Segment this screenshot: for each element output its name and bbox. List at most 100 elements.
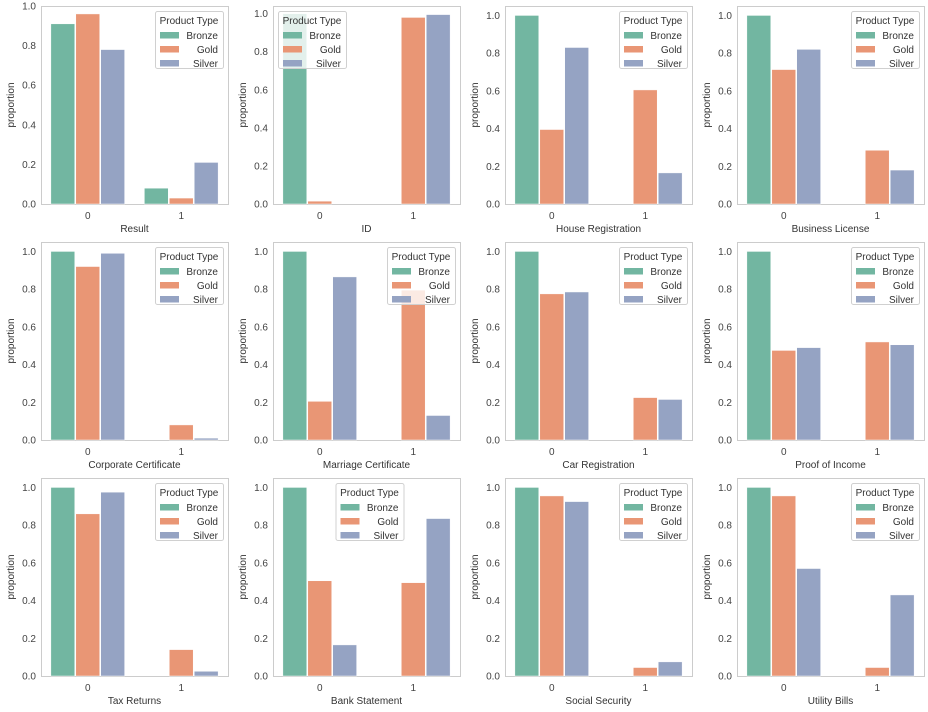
bar-silver-1 <box>657 172 683 205</box>
legend-label-gold: Gold <box>320 45 341 56</box>
legend: Product Type Bronze Gold Silver <box>619 11 688 70</box>
legend-label-gold: Gold <box>893 281 914 292</box>
y-tick-label: 0.4 <box>254 596 268 607</box>
axes-frame <box>41 242 229 441</box>
bar-bronze-0 <box>50 487 76 677</box>
y-tick-label: 0.2 <box>718 398 732 409</box>
x-tick-label: 1 <box>410 683 416 694</box>
bar-gold-1 <box>865 150 890 205</box>
legend-label-gold: Gold <box>661 45 682 56</box>
legend-label-silver: Silver <box>657 531 683 542</box>
x-tick-label: 0 <box>317 447 323 458</box>
y-tick-label: 0.0 <box>486 200 500 211</box>
y-tick-label: 0.0 <box>22 672 36 683</box>
subplot-2: 0.0 0.2 0.4 0.6 0.8 1.0 proportion 0 1 ID Product … <box>238 6 461 235</box>
y-tick-label: 0.0 <box>254 436 268 447</box>
x-tick-label: 1 <box>874 211 880 222</box>
legend-label-bronze: Bronze <box>186 31 218 42</box>
legend-swatch-silver <box>856 60 875 67</box>
legend-title: Product Type <box>283 16 342 27</box>
subplot-5: 0.0 0.2 0.4 0.6 0.8 1.0 proportion 0 1 Corporate … <box>6 242 229 471</box>
y-tick-label: 0.8 <box>22 41 36 52</box>
legend-swatch-bronze <box>340 504 360 511</box>
legend-box <box>619 11 688 69</box>
bar-silver-0 <box>332 276 357 441</box>
bar-gold-0 <box>75 266 100 441</box>
legend-title: Product Type <box>856 252 915 263</box>
legend: Product Type Bronze Gold Silver <box>619 483 688 542</box>
legend-title: Product Type <box>160 16 219 27</box>
axes-frame <box>737 478 925 677</box>
legend-swatch-bronze <box>392 268 411 275</box>
legend-swatch-bronze <box>856 268 875 275</box>
legend-box <box>155 483 224 541</box>
legend-swatch-silver <box>856 532 875 539</box>
y-tick-label: 1.0 <box>254 247 268 258</box>
bar-silver-1 <box>657 661 683 677</box>
legend-swatch-silver <box>624 532 643 539</box>
y-tick-label: 0.8 <box>22 521 36 532</box>
y-tick-label: 0.4 <box>22 120 36 131</box>
x-tick-label: 0 <box>317 683 323 694</box>
bar-gold-0 <box>771 69 796 205</box>
legend-box <box>387 247 456 305</box>
axes-frame <box>273 242 461 441</box>
bar-bronze-0 <box>514 251 540 441</box>
legend-box <box>619 483 688 541</box>
y-tick-label: 0.8 <box>718 521 732 532</box>
bar-bronze-0 <box>514 15 540 205</box>
y-tick-label: 0.4 <box>718 124 732 135</box>
legend: Product Type Bronze Gold Silver <box>278 11 347 70</box>
x-tick-label: 1 <box>642 447 648 458</box>
y-tick-label: 0.8 <box>254 521 268 532</box>
bar-gold-1 <box>633 89 658 205</box>
bar-gold-1 <box>401 289 426 441</box>
x-tick-label: 1 <box>874 447 880 458</box>
bar-silver-1 <box>889 594 915 677</box>
bar-gold-0 <box>771 350 796 441</box>
y-tick-label: 0.8 <box>486 521 500 532</box>
x-axis-label: House Registration <box>556 224 641 235</box>
bar-gold-1 <box>169 649 194 677</box>
y-tick-label: 1.0 <box>486 247 500 258</box>
x-axis-label: Utility Bills <box>808 696 854 707</box>
legend-label-silver: Silver <box>316 59 342 70</box>
y-tick-label: 1.0 <box>486 11 500 22</box>
legend-box <box>155 11 224 69</box>
legend-box <box>851 483 920 541</box>
y-axis-label: proportion <box>470 554 481 599</box>
y-tick-label: 0.4 <box>22 596 36 607</box>
subplot-12: 0.0 0.2 0.4 0.6 0.8 1.0 proportion 0 1 Utility Bi… <box>702 478 925 707</box>
y-tick-label: 0.8 <box>486 285 500 296</box>
legend-title: Product Type <box>624 488 683 499</box>
legend-title: Product Type <box>392 252 451 263</box>
y-tick-label: 0.6 <box>254 322 268 333</box>
y-tick-label: 1.0 <box>22 2 36 13</box>
bar-silver-0 <box>100 253 125 441</box>
legend-swatch-silver <box>283 60 302 67</box>
x-axis-label: Marriage Certificate <box>323 460 411 471</box>
legend-label-bronze: Bronze <box>882 31 914 42</box>
bar-gold-1 <box>865 667 890 677</box>
x-axis-label: Proof of Income <box>795 460 866 471</box>
y-tick-label: 1.0 <box>254 9 268 20</box>
bar-silver-1 <box>425 14 451 205</box>
subplot-7: 0.0 0.2 0.4 0.6 0.8 1.0 proportion 0 1 Car Regist… <box>470 242 693 471</box>
legend-swatch-silver <box>160 532 179 539</box>
y-axis-label: proportion <box>470 82 481 127</box>
legend: Product Type Bronze Gold Silver <box>851 483 920 542</box>
legend-swatch-gold <box>160 46 179 53</box>
x-tick-label: 0 <box>85 211 91 222</box>
subplot-9: 0.0 0.2 0.4 0.6 0.8 1.0 proportion 0 1 Tax Return… <box>6 478 229 707</box>
y-tick-label: 0.6 <box>486 86 500 97</box>
legend-label-silver: Silver <box>889 295 915 306</box>
legend-label-silver: Silver <box>889 531 915 542</box>
y-tick-label: 0.2 <box>718 634 732 645</box>
y-tick-label: 0.6 <box>718 558 732 569</box>
legend: Product Type Bronze Gold Silver <box>619 247 688 306</box>
legend-label-gold: Gold <box>893 517 914 528</box>
y-tick-label: 0.4 <box>718 596 732 607</box>
x-tick-label: 0 <box>549 447 555 458</box>
subplot-1: 0.0 0.2 0.4 0.6 0.8 1.0 proportion 0 1 Result Prod… <box>6 2 229 235</box>
x-tick-label: 1 <box>410 447 416 458</box>
